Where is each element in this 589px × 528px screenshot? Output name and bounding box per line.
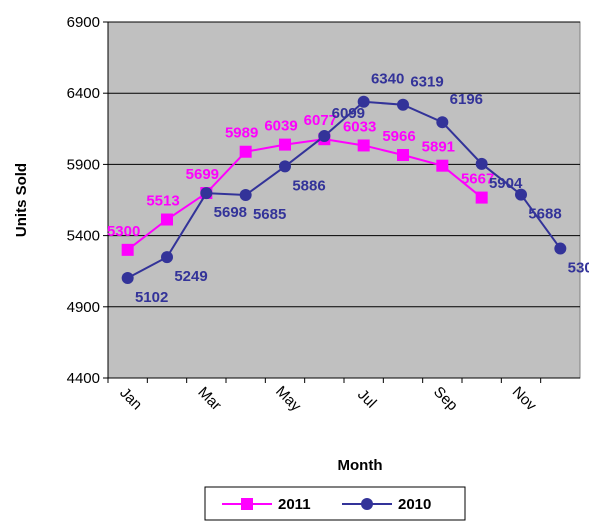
- marker: [357, 139, 370, 152]
- marker: [436, 116, 449, 129]
- data-label: 6039: [264, 118, 297, 135]
- data-label: 6099: [332, 105, 365, 122]
- legend-marker: [241, 498, 253, 510]
- data-label: 5699: [186, 166, 219, 183]
- x-tick-label: Jan: [116, 384, 145, 413]
- data-label: 5698: [214, 204, 247, 221]
- data-label: 5891: [422, 139, 455, 156]
- marker: [200, 187, 213, 200]
- marker: [161, 251, 173, 264]
- data-label: 5667: [461, 171, 494, 188]
- marker: [357, 95, 370, 108]
- data-label: 5886: [292, 177, 325, 194]
- x-tick-label: Nov: [509, 383, 540, 414]
- marker: [318, 130, 331, 143]
- y-tick-label: 4400: [67, 370, 100, 387]
- data-label: 6033: [343, 118, 376, 135]
- data-label: 5309: [568, 260, 589, 277]
- marker: [121, 272, 134, 285]
- data-label: 6196: [450, 91, 483, 108]
- marker: [161, 213, 173, 226]
- y-tick-label: 6400: [67, 85, 100, 102]
- data-label: 5102: [135, 289, 168, 306]
- marker: [121, 243, 134, 256]
- marker: [475, 157, 488, 170]
- y-tick-label: 5900: [67, 156, 100, 173]
- x-tick-label: Mar: [194, 384, 224, 414]
- data-label: 5513: [146, 193, 179, 210]
- series-line: [127, 138, 483, 251]
- marker: [397, 149, 409, 162]
- y-tick-label: 4900: [67, 299, 100, 316]
- data-label: 5904: [489, 175, 523, 192]
- marker: [239, 189, 252, 202]
- x-tick-label: May: [272, 383, 304, 415]
- legend-label: 2011: [278, 496, 311, 513]
- data-label: 6340: [371, 71, 404, 88]
- x-tick-label: Sep: [430, 383, 461, 414]
- data-label: 5966: [382, 128, 415, 145]
- marker: [554, 242, 567, 255]
- marker: [436, 159, 449, 172]
- data-label: 5688: [528, 206, 561, 223]
- data-label: 5300: [107, 223, 140, 240]
- data-label: 5989: [225, 125, 258, 142]
- legend-label: 2010: [398, 496, 431, 513]
- x-tick-label: Jul: [354, 386, 380, 412]
- marker: [279, 160, 291, 173]
- marker: [475, 191, 488, 204]
- plot-area: [107, 21, 581, 379]
- data-label: 5685: [253, 206, 286, 223]
- marker: [239, 145, 252, 158]
- x-axis-title: Month: [338, 457, 383, 474]
- y-tick-label: 6900: [67, 14, 100, 31]
- data-label: 6319: [410, 74, 443, 91]
- marker: [397, 98, 409, 111]
- marker: [279, 138, 291, 151]
- marker: [515, 188, 527, 201]
- data-label: 6077: [304, 112, 337, 129]
- y-tick-label: 5400: [67, 228, 100, 245]
- data-label: 5249: [174, 268, 207, 285]
- legend-marker: [361, 498, 373, 510]
- y-axis-title: Units Sold: [13, 163, 30, 237]
- series-line: [127, 100, 562, 279]
